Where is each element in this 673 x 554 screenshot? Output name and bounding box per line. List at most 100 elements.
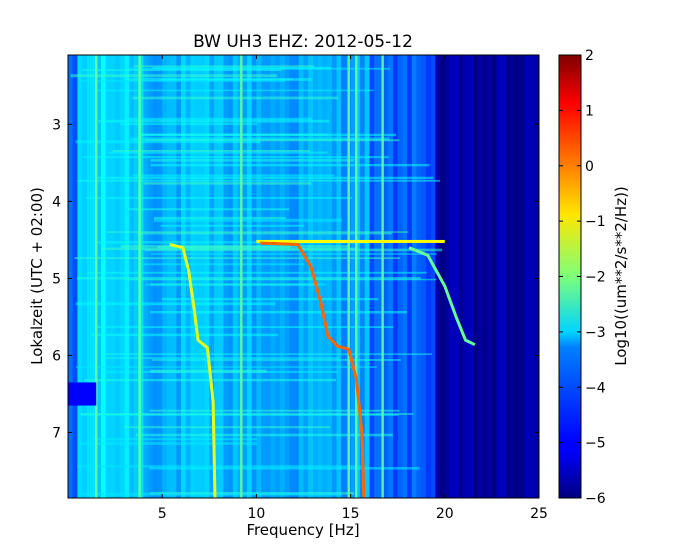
row-streak [160,224,304,227]
background-column [209,55,215,498]
row-streak [75,302,276,306]
background-column [152,55,158,498]
quiet-patch [68,382,97,406]
background-column [425,55,432,498]
background-column [402,55,408,498]
background-column [374,55,380,498]
background-column [496,55,502,498]
background-column [331,55,337,498]
row-streak [77,179,441,182]
background-column [501,55,507,498]
spectrogram-background [68,55,539,498]
row-streak [81,413,414,415]
row-streak [153,216,286,220]
background-column [82,55,88,498]
background-column [190,55,196,498]
background-column [181,55,187,498]
row-streak [143,182,312,185]
row-streak [85,197,353,199]
colorbar-tick-label: −5 [585,436,606,452]
background-column [482,55,488,498]
vertical-line [95,55,98,498]
colorbar-tick-label: −3 [585,325,606,341]
row-streak [87,271,427,274]
background-column [534,55,539,498]
row-streak [98,119,330,123]
background-column [312,55,319,498]
row-streak [97,241,370,244]
row-streak [76,277,421,280]
background-column [105,55,111,498]
background-column [129,55,135,498]
background-column [270,55,276,498]
row-streak [149,409,400,412]
row-streak [112,150,311,152]
background-column [232,55,239,498]
background-column [308,55,314,498]
background-column [458,55,465,498]
background-column [176,55,182,498]
y-axis: 3 4 5 6 7 [52,117,539,442]
background-column [449,55,455,498]
row-streak [94,89,374,92]
background-column [166,55,173,498]
x-tick-label: 15 [342,506,360,522]
spectrogram-extra-features [68,239,445,406]
background-column [171,55,177,498]
vertical-line [355,55,358,498]
background-column [100,55,107,498]
vertical-line [381,55,384,498]
background-column [317,55,323,498]
row-streak [133,65,315,68]
background-column [157,55,163,498]
row-streak [143,263,305,266]
horizontal-band [256,239,445,243]
background-column [369,55,375,498]
background-column [218,55,224,498]
background-column [294,55,300,498]
background-column [341,55,347,498]
background-column [91,55,97,498]
row-streak [102,353,432,355]
background-column [77,55,83,498]
row-streak [120,245,349,248]
row-streak [95,326,394,329]
row-streak [151,253,437,255]
row-streak [77,465,366,468]
background-column [148,55,154,498]
spectrogram-vertical-lines [95,55,384,498]
row-streak [75,140,261,144]
row-streak [105,357,340,359]
x-tick-label: 10 [247,506,265,522]
background-column [68,55,74,498]
background-column [524,55,531,498]
row-streak [120,123,258,126]
background-column [430,55,436,498]
background-column [411,55,418,498]
row-streak [83,156,389,159]
background-column [298,55,304,498]
background-column [223,55,229,498]
row-streak [145,139,400,142]
background-column [199,55,206,498]
background-column [473,55,479,498]
row-streak [125,117,313,121]
row-streak [79,79,286,82]
background-column [256,55,262,498]
background-column [322,55,328,498]
row-streak [92,438,258,441]
background-column [284,55,290,498]
background-column [487,55,493,498]
row-streak [145,283,327,286]
background-column [303,55,309,498]
vertical-line [138,55,141,498]
background-column [214,55,220,498]
background-column [279,55,286,498]
background-column [506,55,512,498]
x-axis: 5 10 15 20 25 [158,55,548,522]
background-column [383,55,389,498]
row-streak [124,278,437,281]
row-streak [75,366,377,368]
background-column [388,55,394,498]
